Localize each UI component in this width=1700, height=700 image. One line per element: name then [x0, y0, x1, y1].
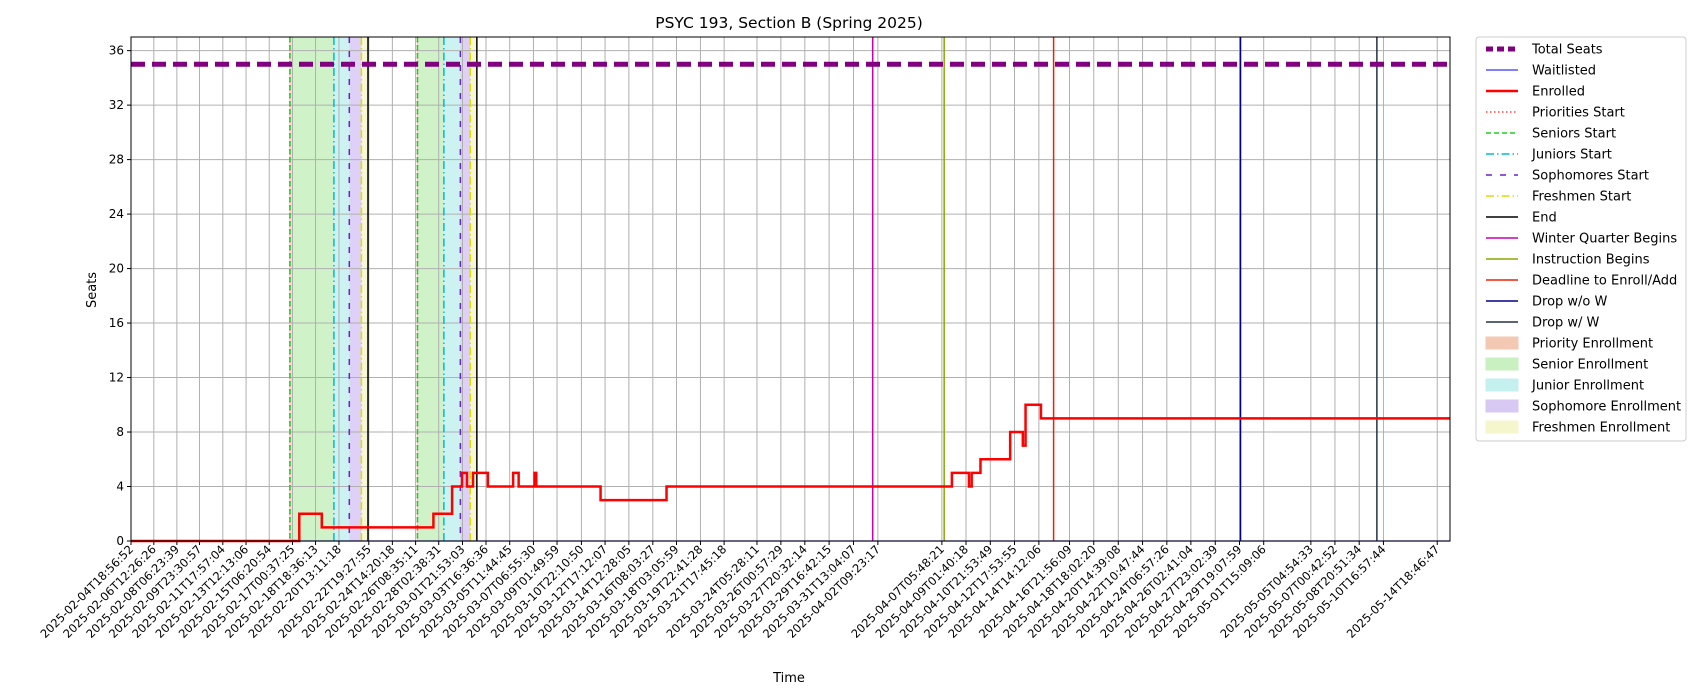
legend-swatch [1485, 357, 1519, 371]
legend-label: Drop w/o W [1532, 295, 1608, 310]
y-tick-label: 24 [109, 207, 124, 221]
y-tick-label: 16 [109, 316, 124, 330]
legend-label: Junior Enrollment [1531, 379, 1644, 394]
legend-label: Juniors Start [1531, 148, 1612, 163]
enrollment-spans [289, 37, 477, 541]
legend-label: Instruction Begins [1532, 253, 1650, 268]
y-tick-label: 28 [109, 153, 124, 167]
legend-label: Deadline to Enroll/Add [1532, 274, 1677, 289]
legend-swatch [1485, 378, 1519, 392]
span-senior-enrollment [418, 37, 444, 541]
plot-frame [130, 36, 1451, 542]
legend-swatch [1485, 336, 1519, 350]
y-tick-label: 4 [116, 480, 124, 494]
span-sophomore-enrollment [460, 37, 471, 541]
legend-label: Total Seats [1531, 43, 1603, 58]
legend-item: Winter Quarter Begins [1486, 232, 1677, 247]
legend-item: Freshmen Enrollment [1485, 420, 1670, 436]
legend-item: Freshmen Start [1486, 190, 1631, 205]
legend-item: Instruction Begins [1486, 253, 1650, 268]
span-junior-enrollment [333, 37, 350, 541]
y-tick-label: 0 [116, 534, 124, 548]
chart-title: PSYC 193, Section B (Spring 2025) [655, 14, 923, 32]
span-freshmen-enrollment [470, 37, 477, 541]
legend-item: Waitlisted [1486, 64, 1596, 79]
span-sophomore-enrollment [349, 37, 362, 541]
legend-item: Junior Enrollment [1485, 378, 1644, 394]
legend-label: Sophomore Enrollment [1532, 400, 1681, 415]
legend-item: Priorities Start [1486, 106, 1625, 121]
legend-label: Enrolled [1532, 85, 1585, 100]
y-axis-title: Seats [85, 272, 100, 308]
legend-label: Sophomores Start [1532, 169, 1649, 184]
span-junior-enrollment [443, 37, 461, 541]
legend-label: Priorities Start [1532, 106, 1625, 121]
legend-item: Juniors Start [1486, 148, 1612, 163]
legend-label: Seniors Start [1532, 127, 1616, 142]
legend-label: Senior Enrollment [1532, 358, 1648, 373]
series-line-enrolled [131, 403, 1450, 543]
legend-item: Priority Enrollment [1485, 336, 1653, 352]
span-freshmen-enrollment [361, 37, 368, 541]
legend-label: Waitlisted [1532, 64, 1596, 79]
event-lines [289, 37, 1378, 541]
legend-item: Seniors Start [1486, 127, 1616, 142]
legend-swatch [1485, 399, 1519, 413]
y-tick-label: 20 [109, 262, 124, 276]
legend: Total Seats Waitlisted Enrolled Priorities … [1475, 36, 1687, 442]
legend-item: Total Seats [1486, 43, 1603, 58]
axes [127, 36, 1451, 545]
legend-label: Priority Enrollment [1532, 337, 1653, 352]
legend-item: Drop w/o W [1486, 295, 1608, 310]
legend-swatch [1485, 420, 1519, 434]
y-tick-label: 36 [109, 44, 124, 58]
legend-label: End [1532, 211, 1557, 226]
legend-item: Drop w/ W [1486, 316, 1600, 331]
legend-label: Freshmen Enrollment [1532, 421, 1670, 436]
legend-item: End [1486, 211, 1557, 226]
legend-item: Enrolled [1486, 85, 1585, 100]
legend-label: Drop w/ W [1532, 316, 1600, 331]
y-tick-label: 8 [116, 425, 124, 439]
y-tick-label: 32 [109, 98, 124, 112]
legend-label: Freshmen Start [1532, 190, 1631, 205]
x-axis-title: Time [772, 671, 805, 686]
legend-item: Deadline to Enroll/Add [1486, 274, 1677, 289]
span-senior-enrollment [290, 37, 334, 541]
y-tick-label: 12 [109, 371, 124, 385]
legend-item: Sophomores Start [1486, 169, 1649, 184]
legend-item: Sophomore Enrollment [1485, 399, 1681, 415]
legend-label: Winter Quarter Begins [1532, 232, 1677, 247]
tick-labels: 048121620242832362025-02-04T18:56:522025… [37, 44, 1442, 641]
legend-frame [1475, 36, 1687, 442]
legend-item: Senior Enrollment [1485, 357, 1648, 373]
